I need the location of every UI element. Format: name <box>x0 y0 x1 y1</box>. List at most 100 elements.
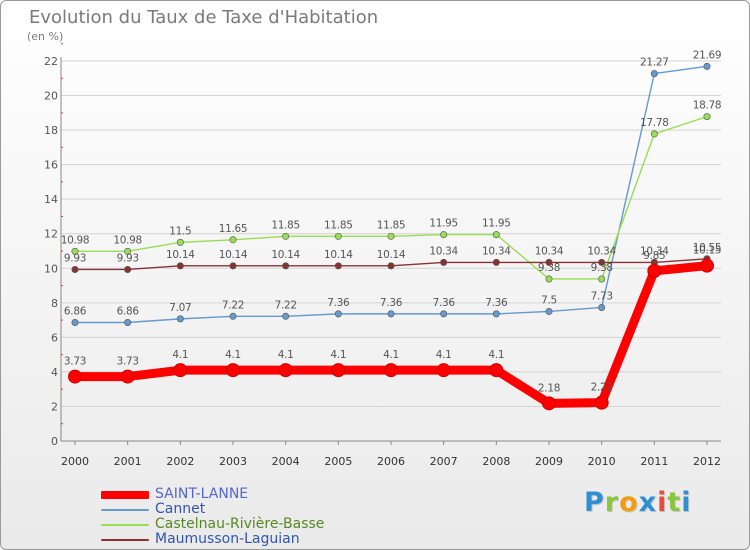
logo-letter: i <box>657 487 668 518</box>
legend-swatch <box>101 539 149 541</box>
x-tick-label: 2003 <box>219 455 247 468</box>
data-point <box>173 363 188 378</box>
data-label: 10.15 <box>693 245 722 257</box>
x-tick-label: 2012 <box>693 455 721 468</box>
data-point <box>120 369 135 384</box>
y-tick-label: 0 <box>51 435 58 448</box>
data-point <box>384 363 398 378</box>
data-point <box>440 310 448 318</box>
data-point <box>489 363 504 378</box>
data-point <box>278 363 293 378</box>
data-label: 4.1 <box>436 349 452 361</box>
data-label: 3.73 <box>64 356 86 368</box>
data-label: 10.98 <box>61 234 90 246</box>
data-label: 6.86 <box>117 306 140 318</box>
data-label: 10.14 <box>166 249 195 261</box>
data-label: 9.93 <box>64 252 86 264</box>
data-label: 6.86 <box>64 306 87 318</box>
data-point <box>176 315 184 323</box>
data-point <box>331 363 346 378</box>
data-label: 11.65 <box>219 223 248 235</box>
y-tick-label: 12 <box>44 228 58 241</box>
data-point <box>703 113 711 121</box>
x-tick-label: 2000 <box>61 455 89 468</box>
data-point <box>282 262 290 270</box>
y-tick-label: 14 <box>44 193 58 206</box>
data-point <box>703 62 711 70</box>
data-point <box>71 247 79 255</box>
data-label: 10.34 <box>482 245 511 257</box>
data-point <box>68 369 82 384</box>
data-point <box>176 262 184 270</box>
logo-letter: P <box>584 487 605 518</box>
proxiti-logo: Proxiti <box>584 487 692 518</box>
data-label: 18.78 <box>693 100 722 112</box>
x-tick-label: 2001 <box>114 455 142 468</box>
data-point <box>282 232 290 240</box>
x-tick-label: 2004 <box>272 455 300 468</box>
data-point <box>440 258 448 266</box>
logo-letter: x <box>638 487 658 518</box>
y-tick-label: 2 <box>51 400 58 413</box>
x-tick-label: 2006 <box>377 455 405 468</box>
data-label: 11.85 <box>324 219 353 231</box>
data-point <box>387 232 395 240</box>
x-tick-label: 2010 <box>588 455 616 468</box>
data-point <box>229 312 237 320</box>
data-label: 9.93 <box>117 252 139 264</box>
data-label: 4.1 <box>172 349 188 361</box>
data-point <box>545 307 553 315</box>
data-point <box>71 319 79 327</box>
data-point <box>598 258 606 266</box>
data-label: 10.34 <box>535 245 564 257</box>
data-point <box>492 310 500 318</box>
data-label: 21.27 <box>640 57 669 69</box>
data-label: 7.36 <box>380 297 403 309</box>
data-point <box>124 265 132 273</box>
data-label: 2.18 <box>538 382 560 394</box>
data-label: 7.07 <box>169 302 191 314</box>
data-label: 10.34 <box>587 245 616 257</box>
data-label: 10.55 <box>693 242 722 254</box>
x-tick-label: 2011 <box>640 455 668 468</box>
logo-letter: r <box>604 487 620 518</box>
data-label: 10.14 <box>219 249 248 261</box>
data-label: 10.14 <box>377 249 406 261</box>
data-label: 3.73 <box>117 356 139 368</box>
logo-letter: i <box>681 487 692 518</box>
data-label: 11.85 <box>271 219 300 231</box>
data-label: 4.1 <box>330 349 346 361</box>
legend-swatch <box>101 491 149 499</box>
data-label: 9.38 <box>538 262 560 274</box>
data-label: 10.98 <box>113 234 142 246</box>
y-tick-label: 22 <box>44 55 58 68</box>
data-point <box>387 262 395 270</box>
y-tick-label: 8 <box>51 297 58 310</box>
data-label: 7.36 <box>485 297 508 309</box>
data-label: 10.14 <box>271 249 300 261</box>
data-point <box>650 70 658 78</box>
legend-label: SAINT-LANNE <box>155 486 249 502</box>
data-point <box>334 310 342 318</box>
y-tick-label: 6 <box>51 331 58 344</box>
data-label: 11.5 <box>169 225 191 237</box>
data-label: 11.95 <box>429 218 458 230</box>
data-label: 21.69 <box>693 49 722 61</box>
data-point <box>226 363 240 378</box>
data-point <box>334 262 342 270</box>
data-point <box>334 232 342 240</box>
data-label: 11.85 <box>377 219 406 231</box>
data-label: 2.22 <box>591 382 613 394</box>
y-tick-label: 4 <box>51 366 58 379</box>
y-tick-label: 10 <box>44 262 58 275</box>
data-point <box>282 312 290 320</box>
y-tick-label: 20 <box>44 90 58 103</box>
data-label: 9.38 <box>591 262 613 274</box>
logo-letter: t <box>667 487 682 518</box>
data-label: 7.5 <box>541 294 557 306</box>
chart-title: Evolution du Taux de Taxe d'Habitation <box>29 7 379 28</box>
y-tick-label: 18 <box>44 124 58 137</box>
data-label: 4.1 <box>225 349 241 361</box>
